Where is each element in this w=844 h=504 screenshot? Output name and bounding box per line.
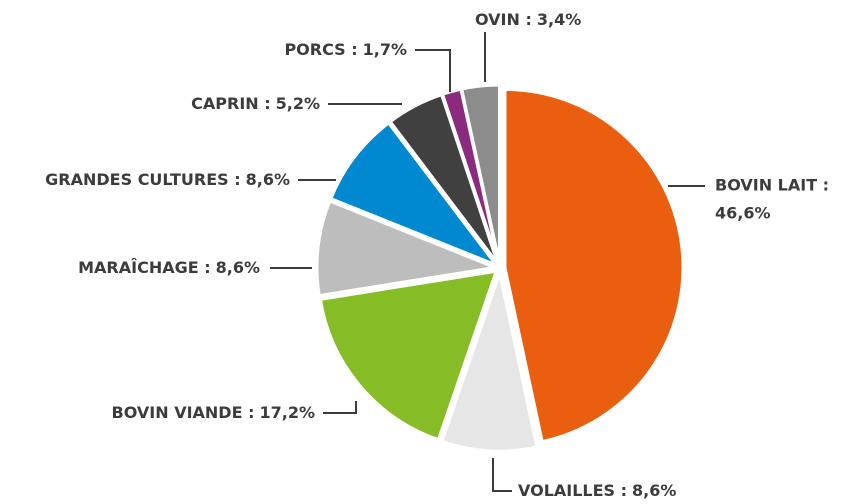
slice-value-label: 8,6%: [216, 258, 260, 277]
pie-slice: [329, 121, 498, 267]
pie-slice: [503, 87, 685, 444]
slice-value-label: 1,7%: [363, 40, 407, 59]
slice-category: CAPRIN :: [191, 94, 270, 113]
leader-line: [323, 401, 357, 414]
slice-category: GRANDES CULTURES :: [45, 170, 240, 189]
slice-label: VOLAILLES : 8,6%: [518, 481, 676, 500]
slice-label: MARAÎCHAGE : 8,6%: [78, 258, 260, 277]
pie-slice: [440, 271, 539, 453]
pie-slice: [318, 269, 498, 442]
slice-category: BOVIN VIANDE :: [112, 403, 255, 422]
slice-category: OVIN :: [475, 10, 532, 29]
slice-value-label: 8,6%: [246, 170, 290, 189]
slice-value-label: 8,6%: [632, 481, 676, 500]
slice-label: GRANDES CULTURES : 8,6%: [45, 170, 290, 189]
slice-value-label: 5,2%: [276, 94, 320, 113]
slice-value-label: 3,4%: [537, 10, 581, 29]
pie-slice: [315, 199, 497, 298]
slice-label: OVIN : 3,4%: [475, 10, 581, 29]
slice-value-label: 46,6%: [715, 204, 771, 223]
slice-label: BOVIN LAIT :: [715, 176, 829, 195]
pie-slice: [460, 83, 501, 265]
leader-line: [492, 458, 512, 492]
slice-category: VOLAILLES :: [518, 481, 627, 500]
leader-line: [415, 49, 451, 92]
slice-label: PORCS : 1,7%: [284, 40, 407, 59]
slice-category: MARAÎCHAGE :: [78, 258, 211, 277]
slice-label: CAPRIN : 5,2%: [191, 94, 320, 113]
slice-label: BOVIN VIANDE :17,2%: [112, 403, 315, 422]
slice-value-label: 17,2%: [259, 403, 315, 422]
slice-category: PORCS :: [284, 40, 357, 59]
